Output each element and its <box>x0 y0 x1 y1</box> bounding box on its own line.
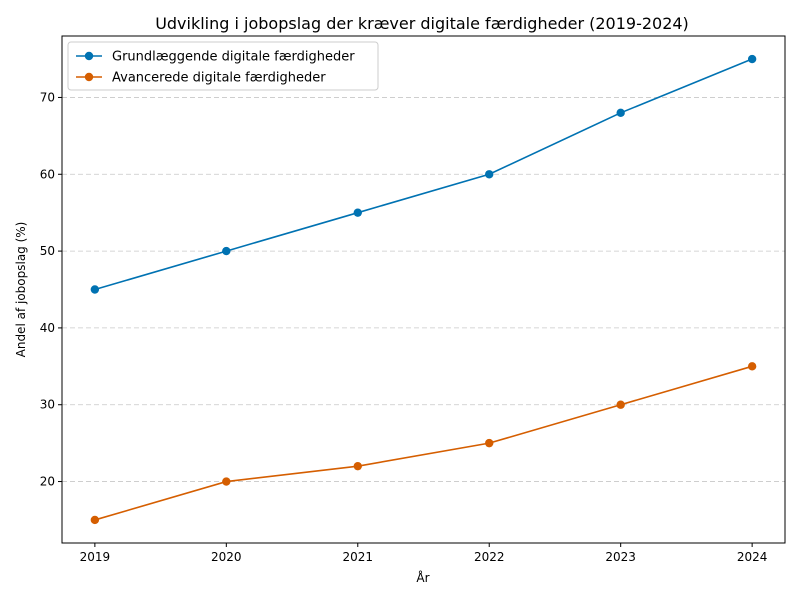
legend-marker <box>84 72 94 82</box>
data-point <box>353 461 362 471</box>
data-point <box>747 54 757 64</box>
data-point <box>616 108 625 118</box>
plot-frame <box>61 35 786 544</box>
y-axis: 20 30 40 50 60 70 <box>40 90 62 489</box>
x-tick-label: 2021 <box>342 550 373 564</box>
data-point <box>222 477 231 486</box>
data-point <box>485 438 494 448</box>
y-axis-label: Andel af jobopslag (%) <box>14 222 28 358</box>
legend-marker <box>84 51 94 61</box>
x-tick-label: 2020 <box>211 550 242 564</box>
y-tick-label: 60 <box>40 167 55 181</box>
series-line <box>94 365 753 521</box>
data-point <box>90 285 100 294</box>
data-point <box>353 208 362 217</box>
x-tick-label: 2024 <box>737 550 768 564</box>
series-group <box>90 54 757 525</box>
series-line <box>94 58 753 291</box>
y-tick-label: 70 <box>40 90 55 104</box>
x-tick-label: 2023 <box>605 550 636 564</box>
x-tick-label: 2019 <box>80 550 111 564</box>
series-2 <box>90 362 757 525</box>
y-tick-label: 40 <box>40 321 55 335</box>
data-point <box>747 362 757 371</box>
data-point <box>222 246 231 256</box>
legend-box <box>67 41 379 91</box>
data-point <box>90 515 100 525</box>
data-point <box>616 400 625 409</box>
grid-lines <box>62 97 785 482</box>
series-1 <box>90 54 757 294</box>
x-tick-label: 2022 <box>474 550 505 564</box>
x-axis: 2019 2020 2021 2022 2023 2024 <box>80 543 768 564</box>
data-point <box>485 170 494 179</box>
chart-title: Udvikling i jobopslag der kræver digital… <box>155 14 689 33</box>
y-tick-label: 20 <box>40 475 55 489</box>
legend-entry-label: Grundlæggende digitale færdigheder <box>112 50 355 65</box>
y-tick-label: 30 <box>40 398 55 412</box>
y-tick-label: 50 <box>40 244 55 258</box>
legend-entry-label: Avancerede digitale færdigheder <box>112 71 326 86</box>
x-axis-label: År <box>416 570 429 585</box>
legend: Grundlæggende digitale færdigheder Avance… <box>67 41 379 91</box>
